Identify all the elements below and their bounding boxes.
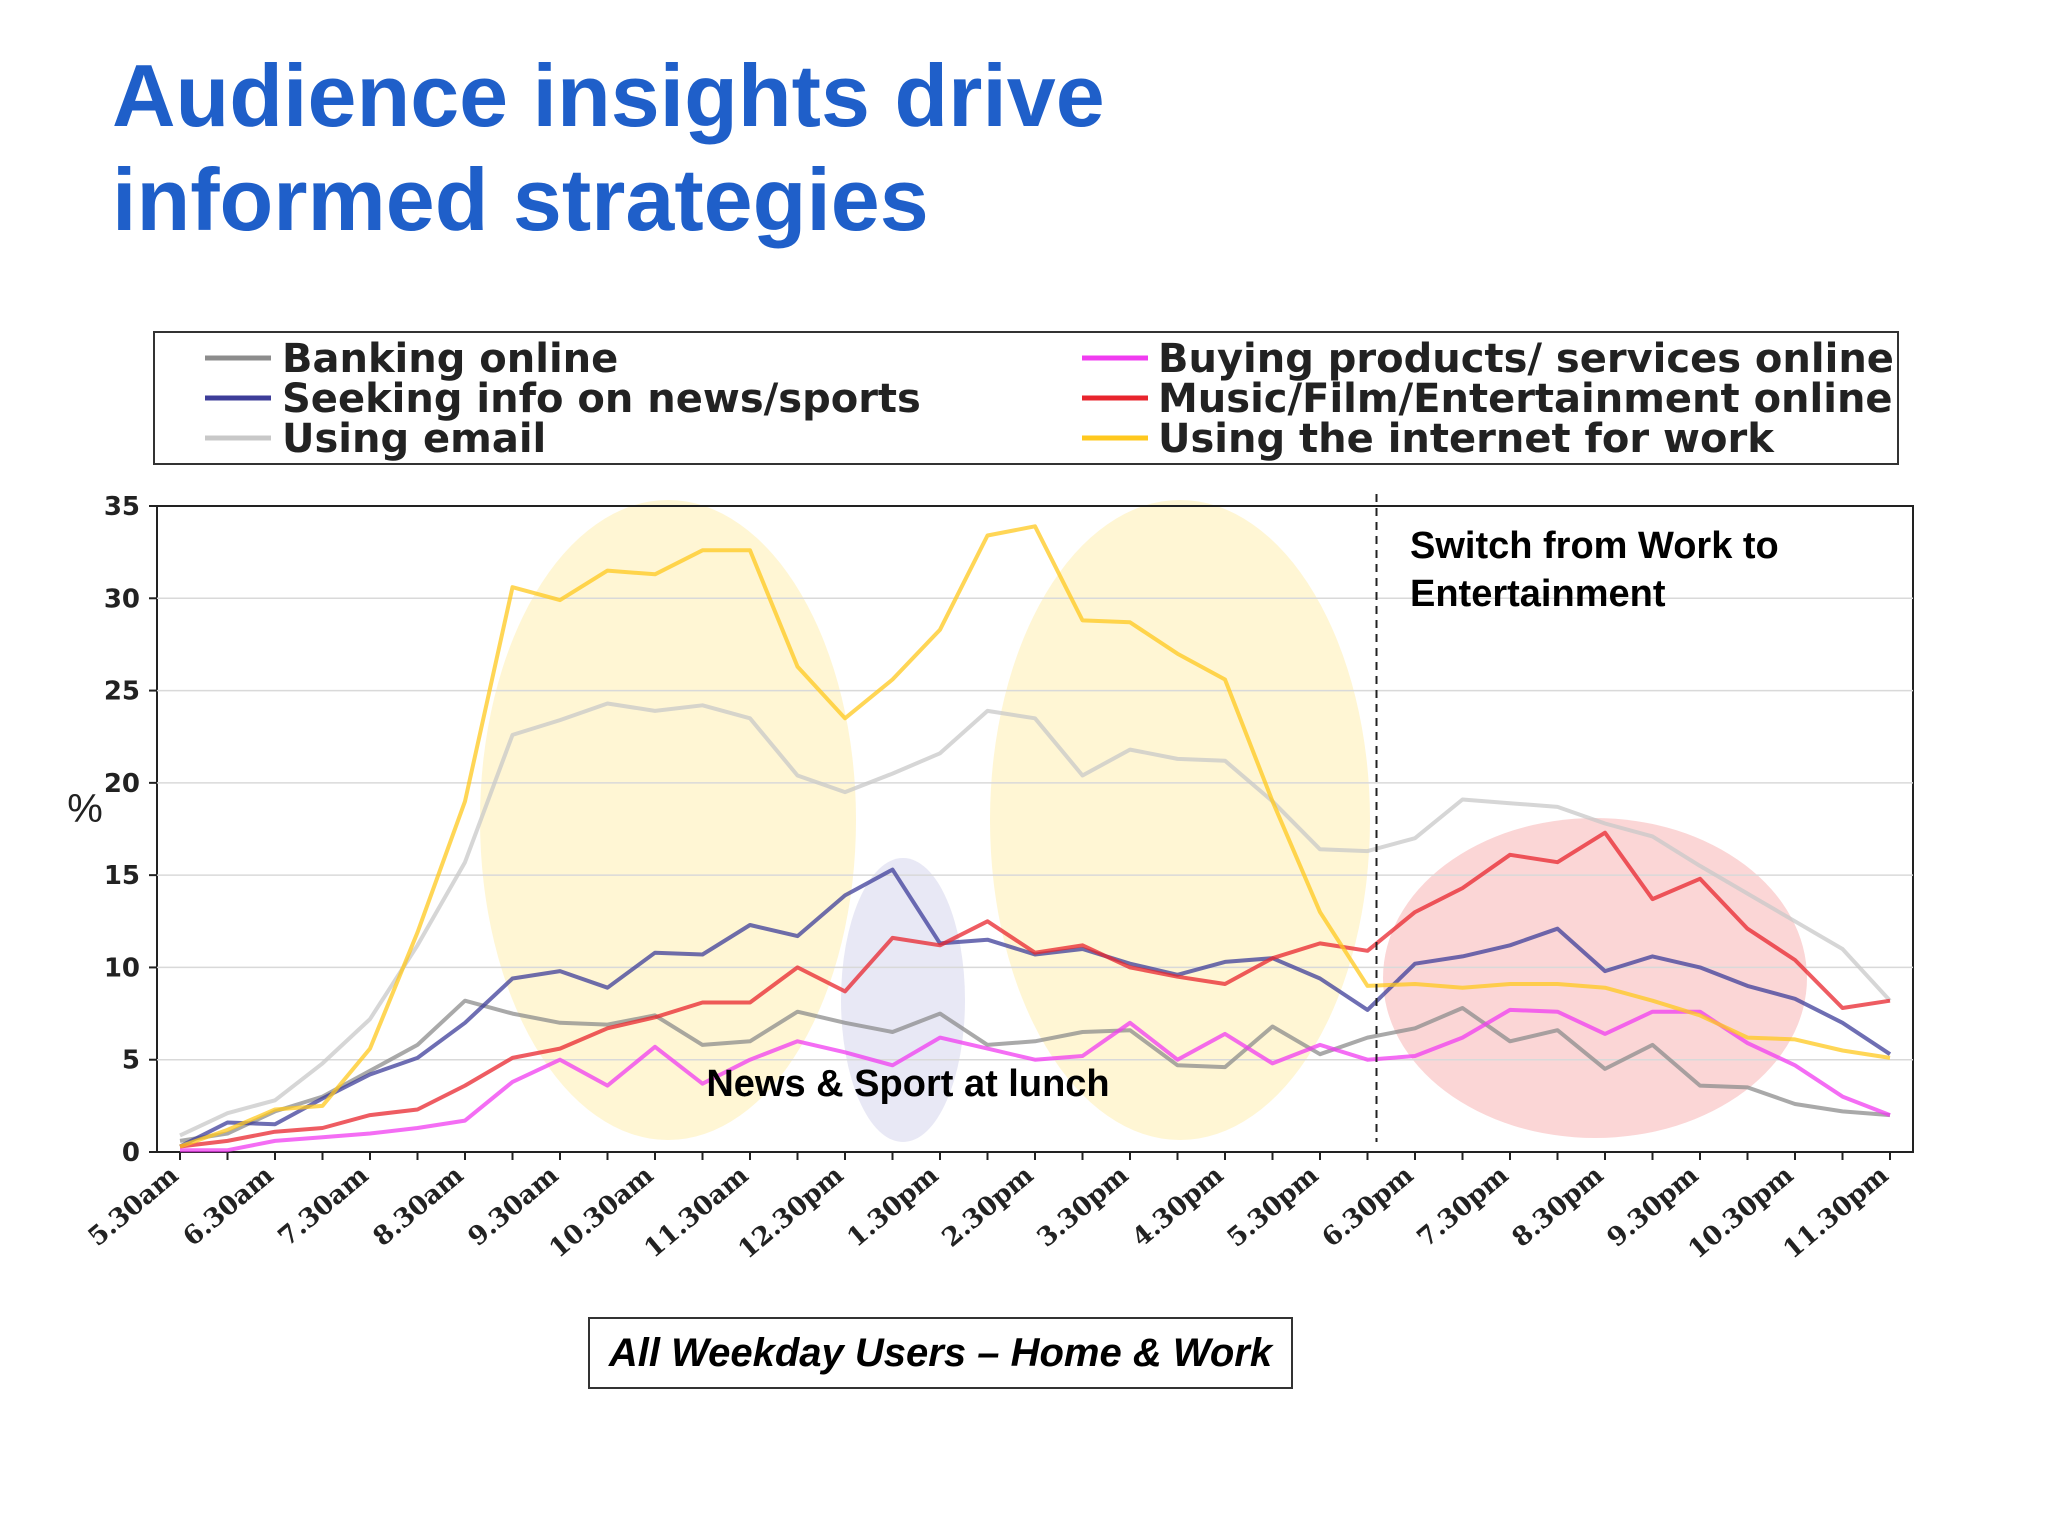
series-line-2 (179, 701, 1892, 1138)
switch-annotation-line-2: Entertainment (1410, 573, 1666, 615)
x-tick-label: 12.30pm (733, 1160, 850, 1265)
switch-annotation-line-1: Switch from Work to (1410, 525, 1779, 567)
x-tick-label: 8.30am (368, 1160, 470, 1252)
x-tick-label: 8.30pm (1507, 1160, 1610, 1253)
news-sport-annotation: News & Sport at lunch (706, 1063, 1109, 1105)
x-tick-label: 5.30am (83, 1160, 185, 1252)
series-line-3 (180, 1007, 1891, 1153)
x-tick-label: 10.30am (544, 1160, 660, 1264)
x-tick-label: 5.30pm (1222, 1160, 1325, 1253)
y-tick-label: 35 (104, 492, 140, 522)
legend-label-4: Music/Film/Entertainment online (1158, 376, 1893, 422)
work-morning-highlight (480, 500, 856, 1140)
y-tick-label: 25 (104, 677, 140, 707)
legend-label-1: Seeking info on news/sports (282, 376, 921, 422)
x-tick-label: 11.30pm (1778, 1160, 1895, 1265)
series-line-0 (179, 998, 1891, 1143)
work-afternoon-highlight (990, 500, 1370, 1140)
slide-title-line-1: Audience insights drive (112, 46, 1105, 145)
audience-caption: All Weekday Users – Home & Work (588, 1317, 1293, 1389)
y-tick-label: 10 (104, 953, 140, 983)
x-tick-label: 6.30pm (1317, 1160, 1420, 1253)
x-axis: 5.30am6.30am7.30am8.30am9.30am10.30am11.… (83, 1152, 1895, 1265)
x-tick-label: 4.30pm (1127, 1160, 1230, 1253)
x-tick-label: 2.30pm (937, 1160, 1040, 1253)
y-tick-label: 0 (122, 1138, 140, 1168)
legend-label-2: Using email (282, 416, 546, 462)
x-tick-label: 6.30am (178, 1160, 280, 1252)
highlight-layer (480, 500, 1807, 1142)
y-axis: 0 5 10 15 20 25 30 35 (104, 492, 157, 1168)
x-tick-label: 10.30pm (1683, 1160, 1800, 1265)
x-tick-label: 3.30pm (1032, 1160, 1135, 1253)
legend-label-5: Using the internet for work (1158, 416, 1775, 462)
legend-label-0: Banking online (282, 336, 618, 382)
y-axis-label: % (67, 787, 103, 831)
series-layer (179, 524, 1892, 1153)
y-tick-label: 15 (104, 861, 140, 891)
slide-title-line-2: informed strategies (112, 150, 929, 249)
slide-title: Audience insights drive informed strateg… (112, 44, 1512, 252)
news-lunch-highlight (841, 858, 965, 1142)
legend-label-3: Buying products/ services online (1158, 336, 1894, 382)
y-tick-label: 30 (104, 584, 140, 614)
series-line-5 (179, 524, 1891, 1149)
x-tick-label: 1.30pm (842, 1160, 945, 1253)
entertainment-evening-highlight (1383, 818, 1807, 1138)
switch-annotation: Switch from Work to Entertainment (1410, 525, 1789, 615)
y-tick-label: 20 (104, 769, 140, 799)
series-line-4 (179, 830, 1891, 1149)
y-tick-label: 5 (122, 1046, 140, 1076)
x-tick-label: 7.30am (273, 1160, 375, 1252)
legend-box (153, 331, 1899, 465)
x-tick-label: 7.30pm (1412, 1160, 1515, 1253)
